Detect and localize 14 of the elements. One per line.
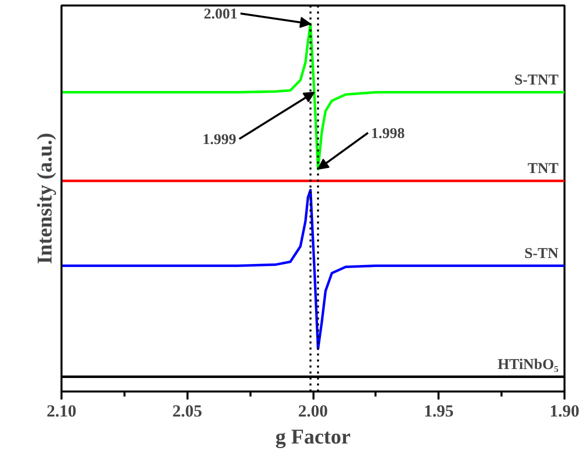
annotation: 2.001: [204, 6, 238, 23]
series-label: S-TNT: [514, 72, 559, 88]
x-tick-label: 1.95: [424, 402, 454, 420]
series-label: S-TN: [524, 246, 559, 262]
x-tick-label: 2.05: [172, 402, 202, 420]
series-label: TNT: [528, 160, 558, 177]
x-tick-label: 2.10: [46, 402, 76, 420]
annotation: 1.999: [202, 132, 236, 148]
x-tick-label: 2.00: [298, 402, 328, 420]
annotation: 1.998: [371, 126, 405, 142]
x-tick-label: 1.90: [550, 402, 580, 420]
series-label: HTiNbO₅: [498, 356, 560, 373]
y-axis-title: Intensity (a.u.): [32, 132, 56, 264]
x-axis-title: g Factor: [275, 424, 351, 448]
